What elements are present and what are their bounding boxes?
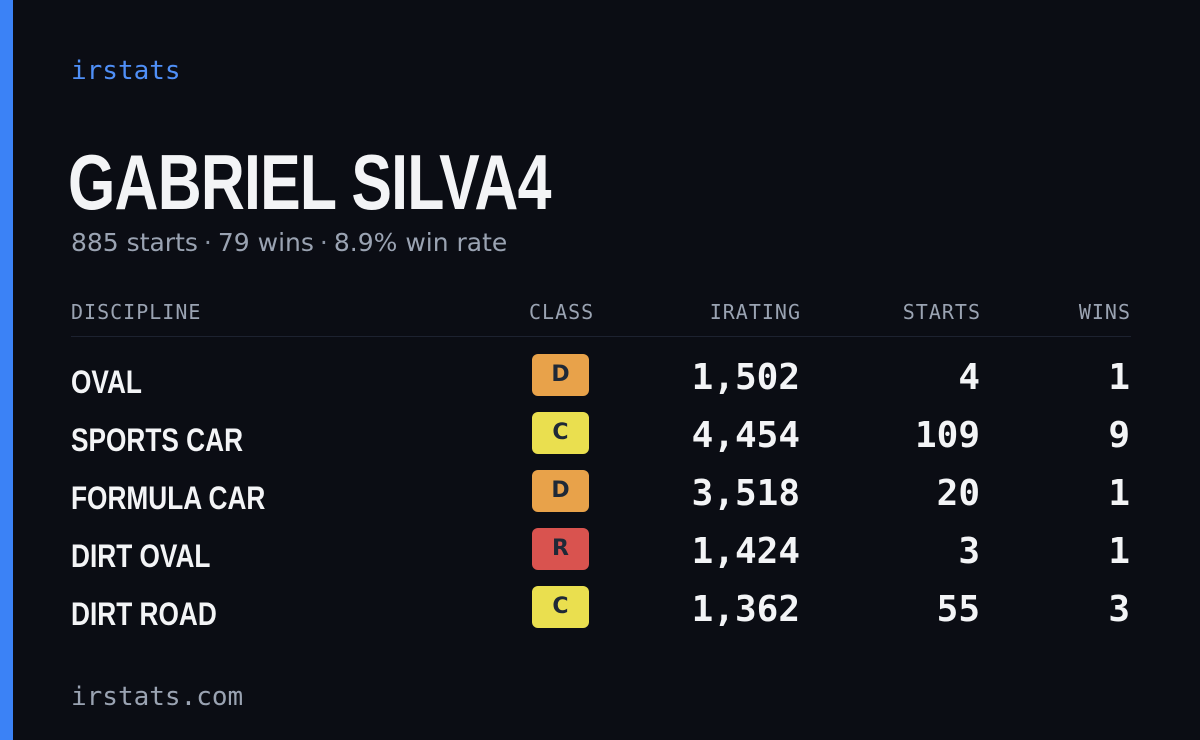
irating-value: 1,424 [691,531,800,572]
starts-value: 20 [936,473,980,514]
starts-summary: 885 starts [71,228,198,257]
discipline-name: FORMULA CAR [71,480,266,516]
table-header: DISCIPLINE CLASS IRATING STARTS WINS [71,300,1131,328]
footer-domain: irstats.com [71,682,244,712]
starts-value: 3 [958,531,980,572]
starts-value: 4 [958,357,980,398]
header-irating: IRATING [709,300,801,324]
header-starts: STARTS [902,300,981,324]
class-badge: C [532,586,589,628]
wins-summary: 79 wins [217,228,314,257]
header-divider [71,336,1131,337]
irating-value: 1,502 [691,357,800,398]
separator-dot: · [319,228,328,257]
driver-name: GABRIEL SILVA4 [68,138,551,226]
class-badge: D [532,354,589,396]
wins-value: 9 [1108,415,1130,456]
separator-dot: · [203,228,212,257]
header-class: CLASS [529,300,595,324]
table-row: FORMULA CAR D 3,518 20 1 [71,468,1131,526]
starts-value: 55 [936,589,980,630]
starts-value: 109 [914,415,980,456]
irating-value: 1,362 [691,589,800,630]
accent-bar [0,0,13,740]
driver-summary: 885 starts · 79 wins · 8.9% win rate [71,228,507,257]
class-badge: C [532,412,589,454]
header-wins: WINS [1078,300,1131,324]
discipline-name: SPORTS CAR [71,422,244,458]
wins-value: 1 [1108,531,1130,572]
class-badge: R [532,528,589,570]
irating-value: 3,518 [691,473,800,514]
discipline-table: OVAL D 1,502 4 1 SPORTS CAR C 4,454 109 … [71,352,1131,642]
irating-value: 4,454 [691,415,800,456]
wins-value: 3 [1108,589,1130,630]
discipline-name: OVAL [71,364,142,400]
header-discipline: DISCIPLINE [71,300,202,324]
class-badge: D [532,470,589,512]
wins-value: 1 [1108,357,1130,398]
discipline-name: DIRT ROAD [71,596,217,632]
discipline-name: DIRT OVAL [71,538,211,574]
brand-logo-text: irstats [71,56,181,86]
table-row: OVAL D 1,502 4 1 [71,352,1131,410]
table-row: DIRT OVAL R 1,424 3 1 [71,526,1131,584]
win-rate-summary: 8.9% win rate [333,228,508,257]
wins-value: 1 [1108,473,1130,514]
table-row: DIRT ROAD C 1,362 55 3 [71,584,1131,642]
table-row: SPORTS CAR C 4,454 109 9 [71,410,1131,468]
